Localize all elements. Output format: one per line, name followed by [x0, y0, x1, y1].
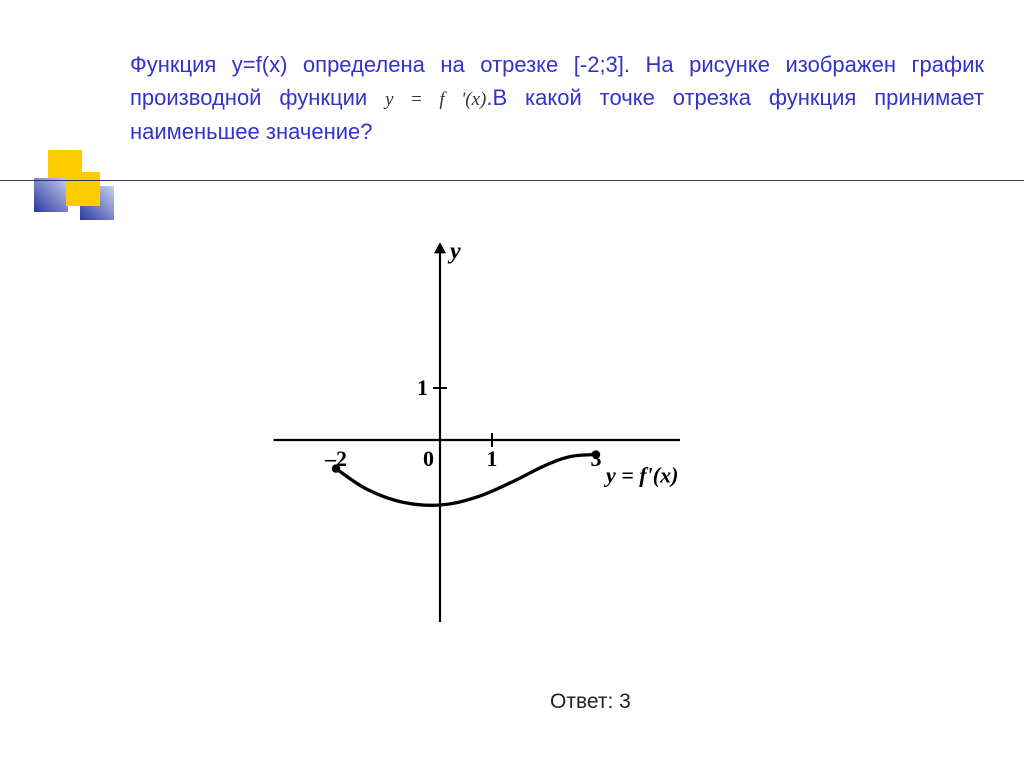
svg-text:0: 0 [423, 446, 434, 471]
derivative-graph: yx–20131y = f'(x) [250, 220, 680, 655]
derivative-formula: y = f '(x) [385, 89, 486, 110]
svg-text:1: 1 [417, 375, 428, 400]
decoration-squares [34, 150, 124, 230]
answer-text: Ответ: 3 [550, 690, 631, 714]
svg-text:1: 1 [487, 446, 498, 471]
problem-statement: Функция y=f(x) определена на отрезке [-2… [130, 48, 984, 148]
svg-text:y = f'(x): y = f'(x) [603, 463, 678, 488]
svg-text:y: y [447, 238, 461, 264]
horizontal-rule [0, 180, 1024, 181]
